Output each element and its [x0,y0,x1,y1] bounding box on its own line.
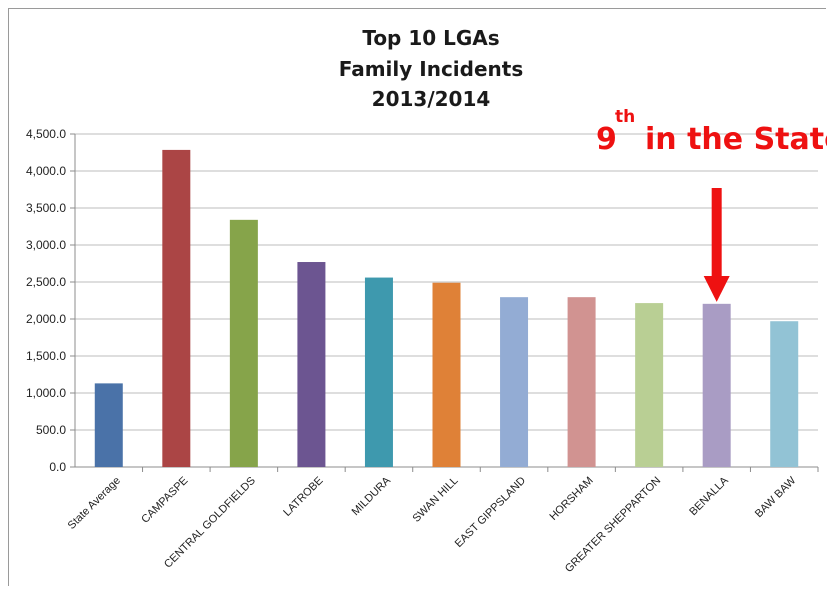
y-tick-label: 4,000.0 [26,164,66,178]
x-tick-label: CAMPASPE [139,475,190,526]
bar-benalla [702,303,731,467]
x-tick-label: HORSHAM [547,475,595,523]
annotation-superscript: th [615,107,635,127]
x-tick-label: State Average [66,475,123,532]
bar-horsham [567,297,596,467]
chart-title: Top 10 LGAs Family Incidents 2013/2014 [339,26,524,111]
chart-title-line-2: Family Incidents [339,57,524,81]
bar-central-goldfields [229,219,258,467]
chart-title-line-1: Top 10 LGAs [362,26,499,50]
y-tick-label: 0.0 [49,460,66,474]
annotation-text: in the State [645,122,827,157]
x-tick-label: EAST GIPPSLAND [453,475,528,550]
chart-frame [8,8,826,586]
bar-east-gippsland [500,297,529,467]
x-tick-label: MILDURA [350,474,394,518]
bar-campaspe [162,149,191,467]
x-tick-label: SWAN HILL [410,475,460,525]
bar-mildura [364,277,393,467]
y-tick-label: 2,000.0 [26,312,66,326]
y-tick-label: 1,000.0 [26,386,66,400]
y-tick-label: 2,500.0 [26,275,66,289]
y-tick-label: 1,500.0 [26,349,66,363]
chart-title-line-3: 2013/2014 [372,87,491,111]
bar-latrobe [297,262,326,467]
bar-baw-baw [770,321,799,467]
x-tick-label: BAW BAW [753,474,799,520]
bar-state-average [94,383,123,467]
y-tick-label: 500.0 [36,423,66,437]
y-tick-label: 3,500.0 [26,201,66,215]
arrow-shaft [711,188,722,276]
arrow-head [703,276,730,302]
x-tick-label: BENALLA [687,474,731,518]
x-tick-label: LATROBE [281,475,325,519]
y-tick-label: 4,500.0 [26,127,66,141]
red-down-arrow-icon [703,188,730,302]
y-tick-label: 3,000.0 [26,238,66,252]
bar-swan-hill [432,282,461,467]
bar-greater-shepparton [635,303,664,467]
annotation-number: 9 [596,122,617,157]
ranking-annotation: 9 th in the State [596,107,827,302]
y-tick-labels: 0.0 500.0 1,000.0 1,500.0 2,000.0 2,500.0 3,00… [26,127,66,474]
bars [94,149,799,467]
